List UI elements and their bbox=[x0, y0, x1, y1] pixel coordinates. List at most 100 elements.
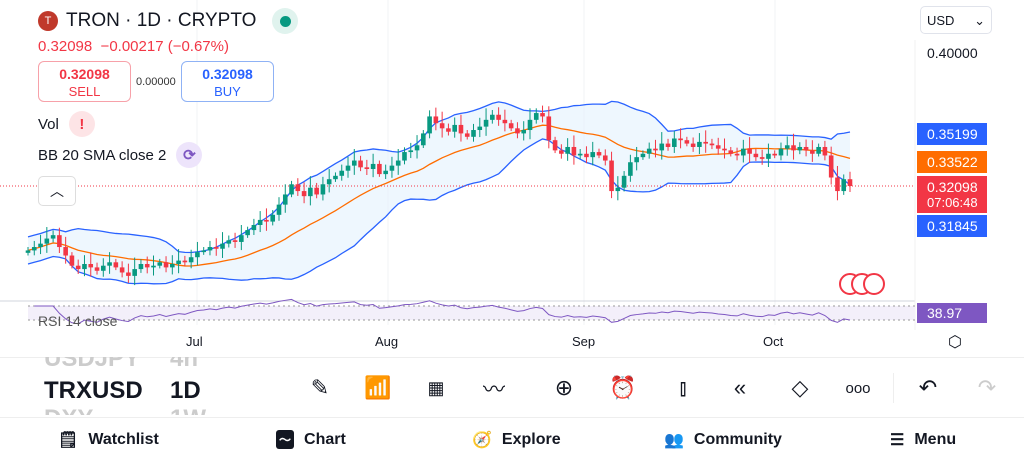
candle bbox=[540, 113, 545, 117]
candle bbox=[628, 162, 633, 176]
candle bbox=[414, 145, 420, 151]
symbol-current[interactable]: TRXUSD bbox=[44, 377, 143, 404]
candle bbox=[778, 148, 784, 156]
redo-icon[interactable]: ↷ bbox=[977, 375, 997, 400]
candle bbox=[646, 148, 652, 154]
candle bbox=[452, 124, 457, 132]
candle bbox=[220, 243, 225, 249]
more-icon[interactable]: ooo bbox=[845, 379, 871, 397]
candle bbox=[395, 160, 401, 166]
candle bbox=[747, 148, 752, 154]
candle bbox=[195, 252, 200, 258]
time-tick: Sep bbox=[572, 334, 596, 349]
candle bbox=[151, 265, 156, 268]
candle bbox=[791, 145, 796, 151]
indicator-label: Vol bbox=[38, 115, 59, 133]
symbol-header[interactable]: T TRON · 1D · CRYPTO bbox=[38, 8, 299, 34]
tron-logo-icon: T bbox=[38, 11, 58, 31]
nav-community[interactable]: 👥 Community bbox=[664, 430, 782, 449]
bb-upper-label: 0.35199 bbox=[917, 123, 987, 145]
add-icon[interactable]: ⊕ bbox=[554, 375, 574, 400]
indicators-icon[interactable]: 📶 bbox=[364, 375, 392, 400]
rsi-value-label: 38.97 bbox=[917, 303, 987, 323]
candle bbox=[75, 265, 81, 270]
candle bbox=[508, 123, 514, 129]
nav-explore[interactable]: 🧭 Explore bbox=[472, 430, 561, 449]
price-chart[interactable] bbox=[0, 0, 1024, 355]
candle bbox=[144, 264, 150, 268]
candle bbox=[333, 175, 338, 180]
indicator-bb[interactable]: BB 20 SMA close 2 ⟳ bbox=[38, 142, 203, 168]
candle bbox=[301, 191, 307, 197]
candle bbox=[828, 155, 834, 178]
candle bbox=[157, 262, 163, 266]
candle bbox=[784, 145, 790, 149]
candle bbox=[835, 177, 840, 192]
market-status-icon[interactable] bbox=[272, 8, 299, 34]
tf-prev[interactable]: 4h bbox=[170, 357, 199, 372]
candle bbox=[464, 133, 470, 137]
candle bbox=[163, 262, 169, 268]
symbol-prev[interactable]: USDJPY bbox=[44, 357, 141, 372]
candles-icon[interactable]: ⫾ bbox=[679, 375, 687, 400]
candle bbox=[810, 150, 815, 154]
candle bbox=[276, 204, 282, 215]
candle bbox=[584, 153, 589, 158]
candle bbox=[201, 250, 206, 253]
currency-select[interactable]: USD ⌄ bbox=[920, 6, 992, 34]
nav-menu[interactable]: ☰ Menu bbox=[890, 430, 957, 449]
sell-button[interactable]: 0.32098 SELL bbox=[38, 61, 131, 102]
time-tick: Aug bbox=[375, 334, 399, 349]
candle bbox=[232, 240, 238, 242]
candle bbox=[477, 126, 483, 131]
candle bbox=[822, 146, 828, 156]
candle bbox=[264, 219, 269, 222]
undo-icon[interactable]: ↶ bbox=[918, 375, 938, 400]
candle bbox=[552, 140, 558, 151]
symbol-next[interactable]: DXY bbox=[44, 405, 93, 415]
candle bbox=[490, 114, 495, 120]
compare-icon[interactable]: 〰 bbox=[482, 377, 505, 402]
candle bbox=[63, 247, 68, 256]
indicator-vol[interactable]: Vol! bbox=[38, 111, 95, 137]
candle bbox=[339, 170, 345, 176]
candle bbox=[351, 160, 357, 166]
candle bbox=[722, 148, 727, 151]
nav-chart[interactable]: 〜 Chart bbox=[276, 418, 346, 461]
candle bbox=[132, 269, 137, 276]
layers-icon[interactable]: ◇ bbox=[791, 375, 809, 400]
candle bbox=[207, 247, 213, 251]
candle bbox=[615, 187, 621, 192]
templates-icon[interactable]: ▦ bbox=[427, 377, 445, 398]
candle bbox=[684, 140, 690, 144]
candle bbox=[345, 165, 351, 171]
bb-lower-line bbox=[27, 138, 851, 285]
candle bbox=[847, 179, 853, 187]
candle bbox=[803, 146, 809, 151]
tf-current[interactable]: 1D bbox=[170, 377, 201, 404]
tf-next[interactable]: 1W bbox=[170, 405, 206, 415]
price-tick: 0.40000 bbox=[927, 45, 978, 61]
candle bbox=[421, 133, 426, 146]
time-tick: Jul bbox=[186, 334, 203, 349]
rsi-legend: RSI 14 close bbox=[38, 313, 118, 326]
candle bbox=[715, 145, 721, 149]
draw-icon[interactable]: ✎ bbox=[310, 375, 330, 400]
collapse-legend-button[interactable]: ︿ bbox=[38, 176, 76, 206]
candle bbox=[389, 165, 395, 171]
replay-icon[interactable]: « bbox=[733, 375, 747, 400]
symbol-picker[interactable]: USDJPY 4h TRXUSD 1D DXY 1W bbox=[0, 357, 290, 415]
error-icon[interactable]: ! bbox=[68, 111, 95, 137]
candle bbox=[577, 153, 583, 156]
alert-clock-icon[interactable]: ⏰ bbox=[609, 375, 637, 400]
candle bbox=[289, 184, 294, 195]
candle bbox=[408, 150, 414, 153]
refresh-icon[interactable]: ⟳ bbox=[176, 142, 203, 168]
nav-watchlist[interactable]: 🗒 Watchlist bbox=[58, 430, 159, 449]
buy-button[interactable]: 0.32098 BUY bbox=[181, 61, 274, 102]
candle bbox=[170, 264, 175, 268]
candle bbox=[533, 113, 539, 120]
candle bbox=[126, 272, 131, 276]
settings-icon[interactable]: ⬡ bbox=[948, 334, 962, 351]
candle bbox=[571, 146, 577, 156]
